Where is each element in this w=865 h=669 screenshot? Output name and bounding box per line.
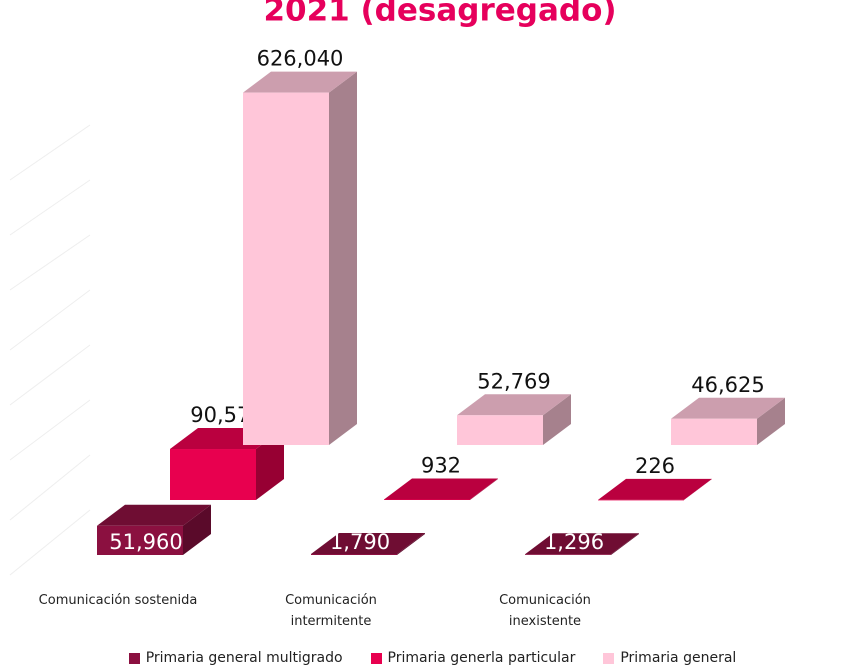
- bar-side: [183, 504, 211, 555]
- legend-swatch: [603, 652, 615, 664]
- legend-label: Primaria general: [620, 650, 737, 666]
- bar: [457, 394, 571, 445]
- value-label: 52,769: [477, 369, 550, 393]
- bar-top: [384, 478, 498, 500]
- bar-side: [757, 397, 785, 445]
- bar: [243, 71, 357, 446]
- legend-label: Primaria general multigrado: [145, 650, 343, 666]
- bar-top: [525, 533, 639, 555]
- bar-side: [611, 533, 639, 555]
- chart-title: 2021 (desagregado): [263, 0, 616, 29]
- bar-top: [311, 532, 425, 554]
- bar: [311, 532, 425, 555]
- bar: [97, 504, 211, 555]
- bar-side: [684, 478, 712, 500]
- bar-front: [598, 499, 684, 501]
- value-label: 932: [421, 453, 461, 477]
- x-tick-label: Comunicación sostenida: [38, 593, 198, 608]
- bar-front: [525, 554, 611, 555]
- legend-label: Primaria generla particular: [387, 650, 576, 666]
- bar-side: [470, 478, 498, 500]
- legend-item: Primaria general: [603, 650, 736, 666]
- bar-top: [243, 71, 357, 93]
- grid-decoration: [9, 124, 91, 576]
- legend-item: Primaria general multigrado: [128, 650, 343, 666]
- value-label: 51,960: [109, 530, 182, 554]
- bar-front: [243, 92, 329, 446]
- bar-side: [256, 428, 284, 500]
- bar-front: [671, 418, 757, 445]
- bar: [525, 533, 639, 555]
- bar-top: [97, 504, 211, 526]
- value-label: 226: [635, 454, 675, 478]
- bar-side: [543, 394, 571, 445]
- x-tick-label: Comunicación intermitente: [285, 593, 377, 629]
- bar-front: [170, 449, 256, 500]
- bar-front: [457, 415, 543, 445]
- bar: [384, 478, 498, 500]
- bar-side: [329, 71, 357, 446]
- bar: [671, 397, 785, 445]
- bar-front: [384, 499, 470, 500]
- value-label: 626,040: [257, 47, 344, 71]
- value-label: 1,296: [544, 530, 604, 554]
- bar-top: [671, 397, 785, 419]
- legend-swatch: [128, 652, 140, 664]
- value-label: 1,790: [330, 530, 390, 554]
- bar: [598, 478, 712, 501]
- bar-top: [598, 478, 712, 500]
- bar-side: [397, 532, 425, 555]
- bar-top: [457, 394, 571, 416]
- bar-front: [97, 525, 183, 555]
- legend-item: Primaria generla particular: [370, 650, 576, 666]
- bar-front: [311, 553, 397, 555]
- legend: Primaria general multigrado Primaria gene…: [0, 650, 865, 666]
- legend-swatch: [370, 652, 382, 664]
- value-label: 46,625: [691, 373, 764, 397]
- x-tick-label: Comunicación inexistente: [499, 593, 591, 629]
